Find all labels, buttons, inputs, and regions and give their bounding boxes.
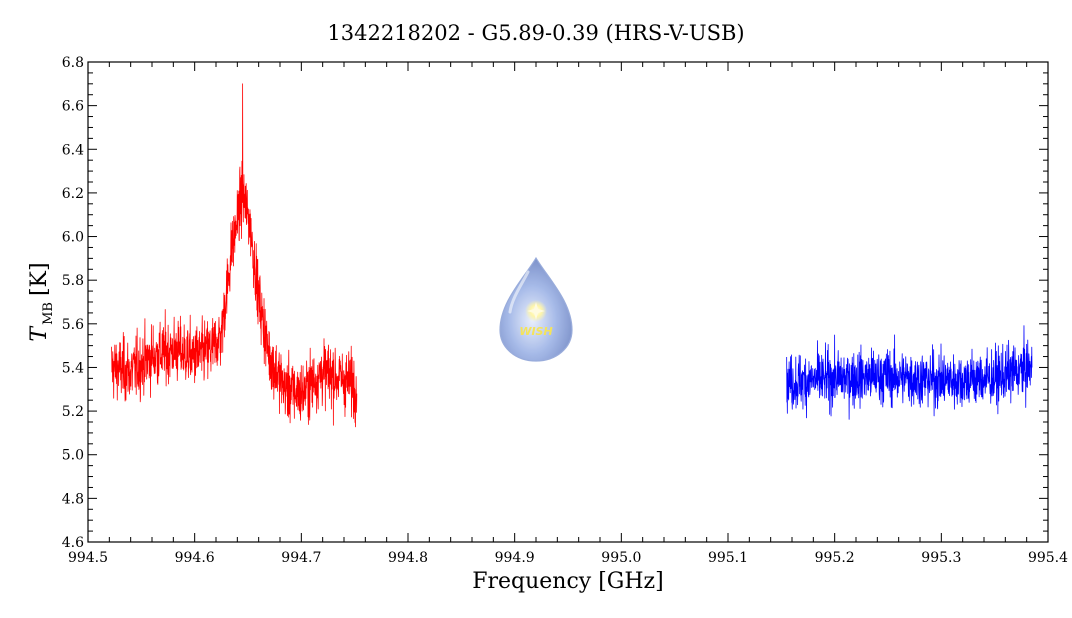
- y-axis-symbol: T: [27, 325, 52, 342]
- y-tick-label: 5.2: [62, 404, 84, 420]
- y-tick-label: 4.6: [62, 535, 84, 551]
- y-tick-label: 5.4: [62, 360, 84, 376]
- x-axis-label: Frequency [GHz]: [472, 569, 664, 594]
- chart-title: 1342218202 - G5.89-0.39 (HRS-V-USB): [327, 21, 744, 45]
- x-tick-label: 995.0: [601, 550, 641, 566]
- y-tick-label: 6.2: [62, 186, 84, 202]
- y-tick-label: 5.6: [62, 317, 84, 333]
- logo-text: WISH: [519, 325, 552, 338]
- x-tick-label: 994.7: [281, 550, 321, 566]
- y-axis-unit: [K]: [27, 262, 52, 296]
- spectrum-series-2: [786, 325, 1033, 420]
- x-tick-label: 994.5: [68, 550, 108, 566]
- y-tick-label: 4.8: [62, 491, 84, 507]
- water-drop-logo: WISH: [499, 256, 573, 362]
- x-tick-label: 995.3: [921, 550, 961, 566]
- x-tick-label: 994.9: [495, 550, 535, 566]
- y-tick-label: 6.0: [62, 230, 84, 246]
- y-axis-label: TMB [K]: [27, 262, 56, 341]
- y-tick-label: 6.8: [62, 55, 84, 71]
- x-tick-label: 995.1: [708, 550, 748, 566]
- x-tick-label: 994.6: [175, 550, 215, 566]
- y-tick-label: 6.4: [62, 142, 84, 158]
- plot-frame: [87, 61, 1049, 543]
- spectrum-series-1: [111, 83, 358, 428]
- x-tick-label: 995.4: [1028, 550, 1068, 566]
- y-tick-label: 5.0: [62, 448, 84, 464]
- x-tick-label: 995.2: [815, 550, 855, 566]
- y-tick-label: 6.6: [62, 99, 84, 115]
- x-tick-label: 994.8: [388, 550, 428, 566]
- y-axis-subscript: MB: [41, 302, 56, 325]
- y-tick-label: 5.8: [62, 273, 84, 289]
